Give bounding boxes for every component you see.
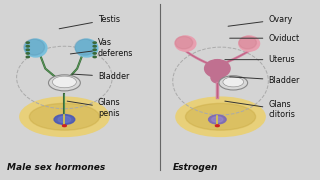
Ellipse shape: [212, 117, 223, 122]
Ellipse shape: [93, 49, 96, 51]
Text: Vas
deferens: Vas deferens: [70, 38, 133, 58]
Ellipse shape: [219, 76, 248, 90]
Text: Bladder: Bladder: [230, 76, 300, 85]
Ellipse shape: [26, 53, 29, 54]
Ellipse shape: [186, 103, 256, 130]
Ellipse shape: [26, 46, 29, 47]
Ellipse shape: [93, 42, 96, 43]
Ellipse shape: [75, 39, 95, 55]
Ellipse shape: [223, 77, 244, 87]
Ellipse shape: [211, 72, 224, 83]
Ellipse shape: [175, 36, 193, 49]
Ellipse shape: [176, 97, 265, 136]
Text: Glans
penis: Glans penis: [67, 98, 121, 118]
Ellipse shape: [239, 36, 256, 49]
Ellipse shape: [26, 49, 29, 51]
Text: Male sex hormones: Male sex hormones: [7, 163, 105, 172]
Ellipse shape: [24, 39, 44, 55]
Ellipse shape: [62, 125, 66, 127]
Ellipse shape: [25, 39, 47, 57]
Text: Testis: Testis: [59, 15, 120, 29]
Ellipse shape: [54, 114, 75, 124]
Ellipse shape: [26, 42, 29, 43]
Ellipse shape: [204, 60, 230, 78]
Ellipse shape: [93, 56, 96, 58]
Ellipse shape: [175, 36, 196, 51]
Ellipse shape: [29, 103, 100, 130]
Text: Estrogen: Estrogen: [173, 163, 218, 172]
Ellipse shape: [58, 116, 71, 123]
Ellipse shape: [20, 97, 109, 136]
Text: Oviduct: Oviduct: [230, 34, 300, 43]
Ellipse shape: [209, 115, 226, 124]
Ellipse shape: [76, 39, 98, 57]
Ellipse shape: [93, 53, 96, 54]
Ellipse shape: [93, 46, 96, 47]
Text: Bladder: Bladder: [72, 72, 129, 81]
Ellipse shape: [26, 56, 29, 58]
Ellipse shape: [215, 125, 219, 127]
Text: Ovary: Ovary: [228, 15, 292, 26]
Ellipse shape: [52, 76, 76, 88]
Text: Glans
clitoris: Glans clitoris: [225, 100, 295, 119]
Ellipse shape: [49, 75, 80, 91]
Ellipse shape: [239, 36, 260, 51]
Text: Uterus: Uterus: [225, 55, 295, 64]
